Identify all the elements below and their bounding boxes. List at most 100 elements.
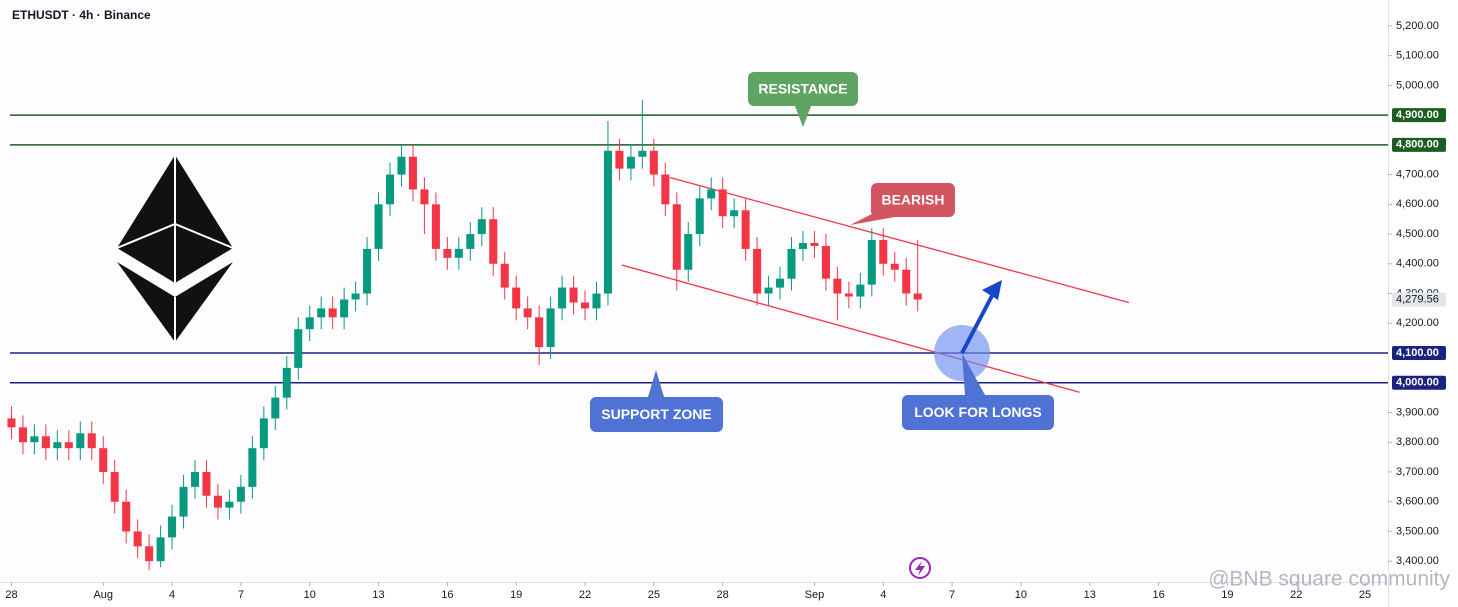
chart-title: ETHUSDT · 4h · Binance [12,8,151,22]
candle-body [581,302,590,309]
candle-body [18,427,27,443]
candle-body [454,248,463,258]
x-tick-label: Sep [805,589,825,601]
trendline [621,264,1080,393]
candle-body [271,397,280,419]
candle-body [53,442,62,449]
candle-body [879,239,888,264]
y-tick-label: 4,200.00 [1396,317,1439,329]
y-tick-label: 4,400.00 [1396,258,1439,270]
level-label: 4,000.00 [1396,377,1439,389]
annotation-pointer [962,353,985,395]
y-tick-label: 4,600.00 [1396,198,1439,210]
candle-body [615,150,624,169]
candle-body [890,263,899,270]
candle-body [236,486,245,502]
candle-body [638,150,647,157]
x-tick-label: 19 [1221,589,1233,601]
x-tick-label: 7 [238,589,244,601]
candle-body [489,219,498,264]
level-label-box [1392,375,1446,390]
y-tick-label: 3,800.00 [1396,436,1439,448]
candle-body [374,204,383,249]
level-label: 4,100.00 [1396,347,1439,359]
level-label-box [1392,108,1446,123]
candle-body [99,448,108,472]
x-tick-label: 28 [5,589,17,601]
candle-body [133,531,142,547]
long-arrow-head [982,280,1002,300]
annotation-box [871,183,955,217]
candle-body [477,219,486,235]
candle-body [718,189,727,217]
y-tick-label: 3,600.00 [1396,496,1439,508]
candle-body [190,471,200,487]
candle-body [844,293,853,297]
candle-body [684,234,693,270]
candle-body [431,204,440,249]
y-tick-label: 3,900.00 [1396,406,1439,418]
candle-body [397,156,406,175]
candle-body [661,174,670,205]
candle-body [626,156,635,169]
candle-body [569,287,578,303]
candle-body [420,189,429,205]
y-tick-label: 4,700.00 [1396,168,1439,180]
level-label: 4,800.00 [1396,139,1439,151]
x-tick-label: 10 [1015,589,1027,601]
annotation-pointer [648,370,664,397]
x-tick-label: 28 [717,589,729,601]
candle-body [248,448,257,487]
y-tick-label: 5,200.00 [1396,20,1439,32]
x-tick-label: 19 [510,589,522,601]
annotation-text: BEARISH [881,192,944,208]
candle-body [408,156,417,190]
x-tick-label: 16 [441,589,453,601]
candle-body [753,248,762,294]
candle-body [317,308,326,318]
annotation-box [748,72,858,106]
x-tick-label: 25 [648,589,660,601]
candle-body [202,471,211,496]
level-label: 4,900.00 [1396,109,1439,121]
candle-body [558,287,567,309]
candle-body [913,293,922,300]
x-tick-label: 4 [880,589,886,601]
candle-body [592,293,601,309]
x-tick-label: 22 [579,589,591,601]
candle-body [535,317,544,348]
candle-body [776,278,785,288]
x-tick-label: 13 [372,589,384,601]
candle-body [145,546,154,562]
level-label-box [1392,137,1446,152]
candle-body [76,433,85,449]
candle-body [764,287,773,294]
plot-area [0,0,1388,582]
x-tick-label: Aug [93,589,113,601]
candle-body [122,501,131,532]
x-tick-label: 13 [1084,589,1096,601]
lightning-icon[interactable] [909,557,931,579]
annotation-text: RESISTANCE [758,81,847,97]
candle-body [41,436,50,449]
candle-body [156,537,165,562]
candle-body [443,248,452,258]
annotation-text: SUPPORT ZONE [601,406,711,422]
candle-body [305,317,314,330]
candle-body [340,299,349,318]
candle-body [603,150,612,294]
candle-body [225,501,234,508]
candle-body [902,269,911,294]
candle-body [179,486,188,517]
x-tick-label: 10 [304,589,316,601]
chart-layer: 5,200.00 5,100.00 5,000.00 4,700.00 4,600.00… [5,20,1450,601]
candle-body [110,471,119,502]
annotation-text: LOOK FOR LONGS [914,404,1042,420]
candle-body [672,204,681,270]
candle-body [649,150,658,175]
y-tick-label: 4,500.00 [1396,228,1439,240]
candle-body [64,442,73,449]
candle-body [259,418,268,449]
y-tick-label: 5,000.00 [1396,79,1439,91]
